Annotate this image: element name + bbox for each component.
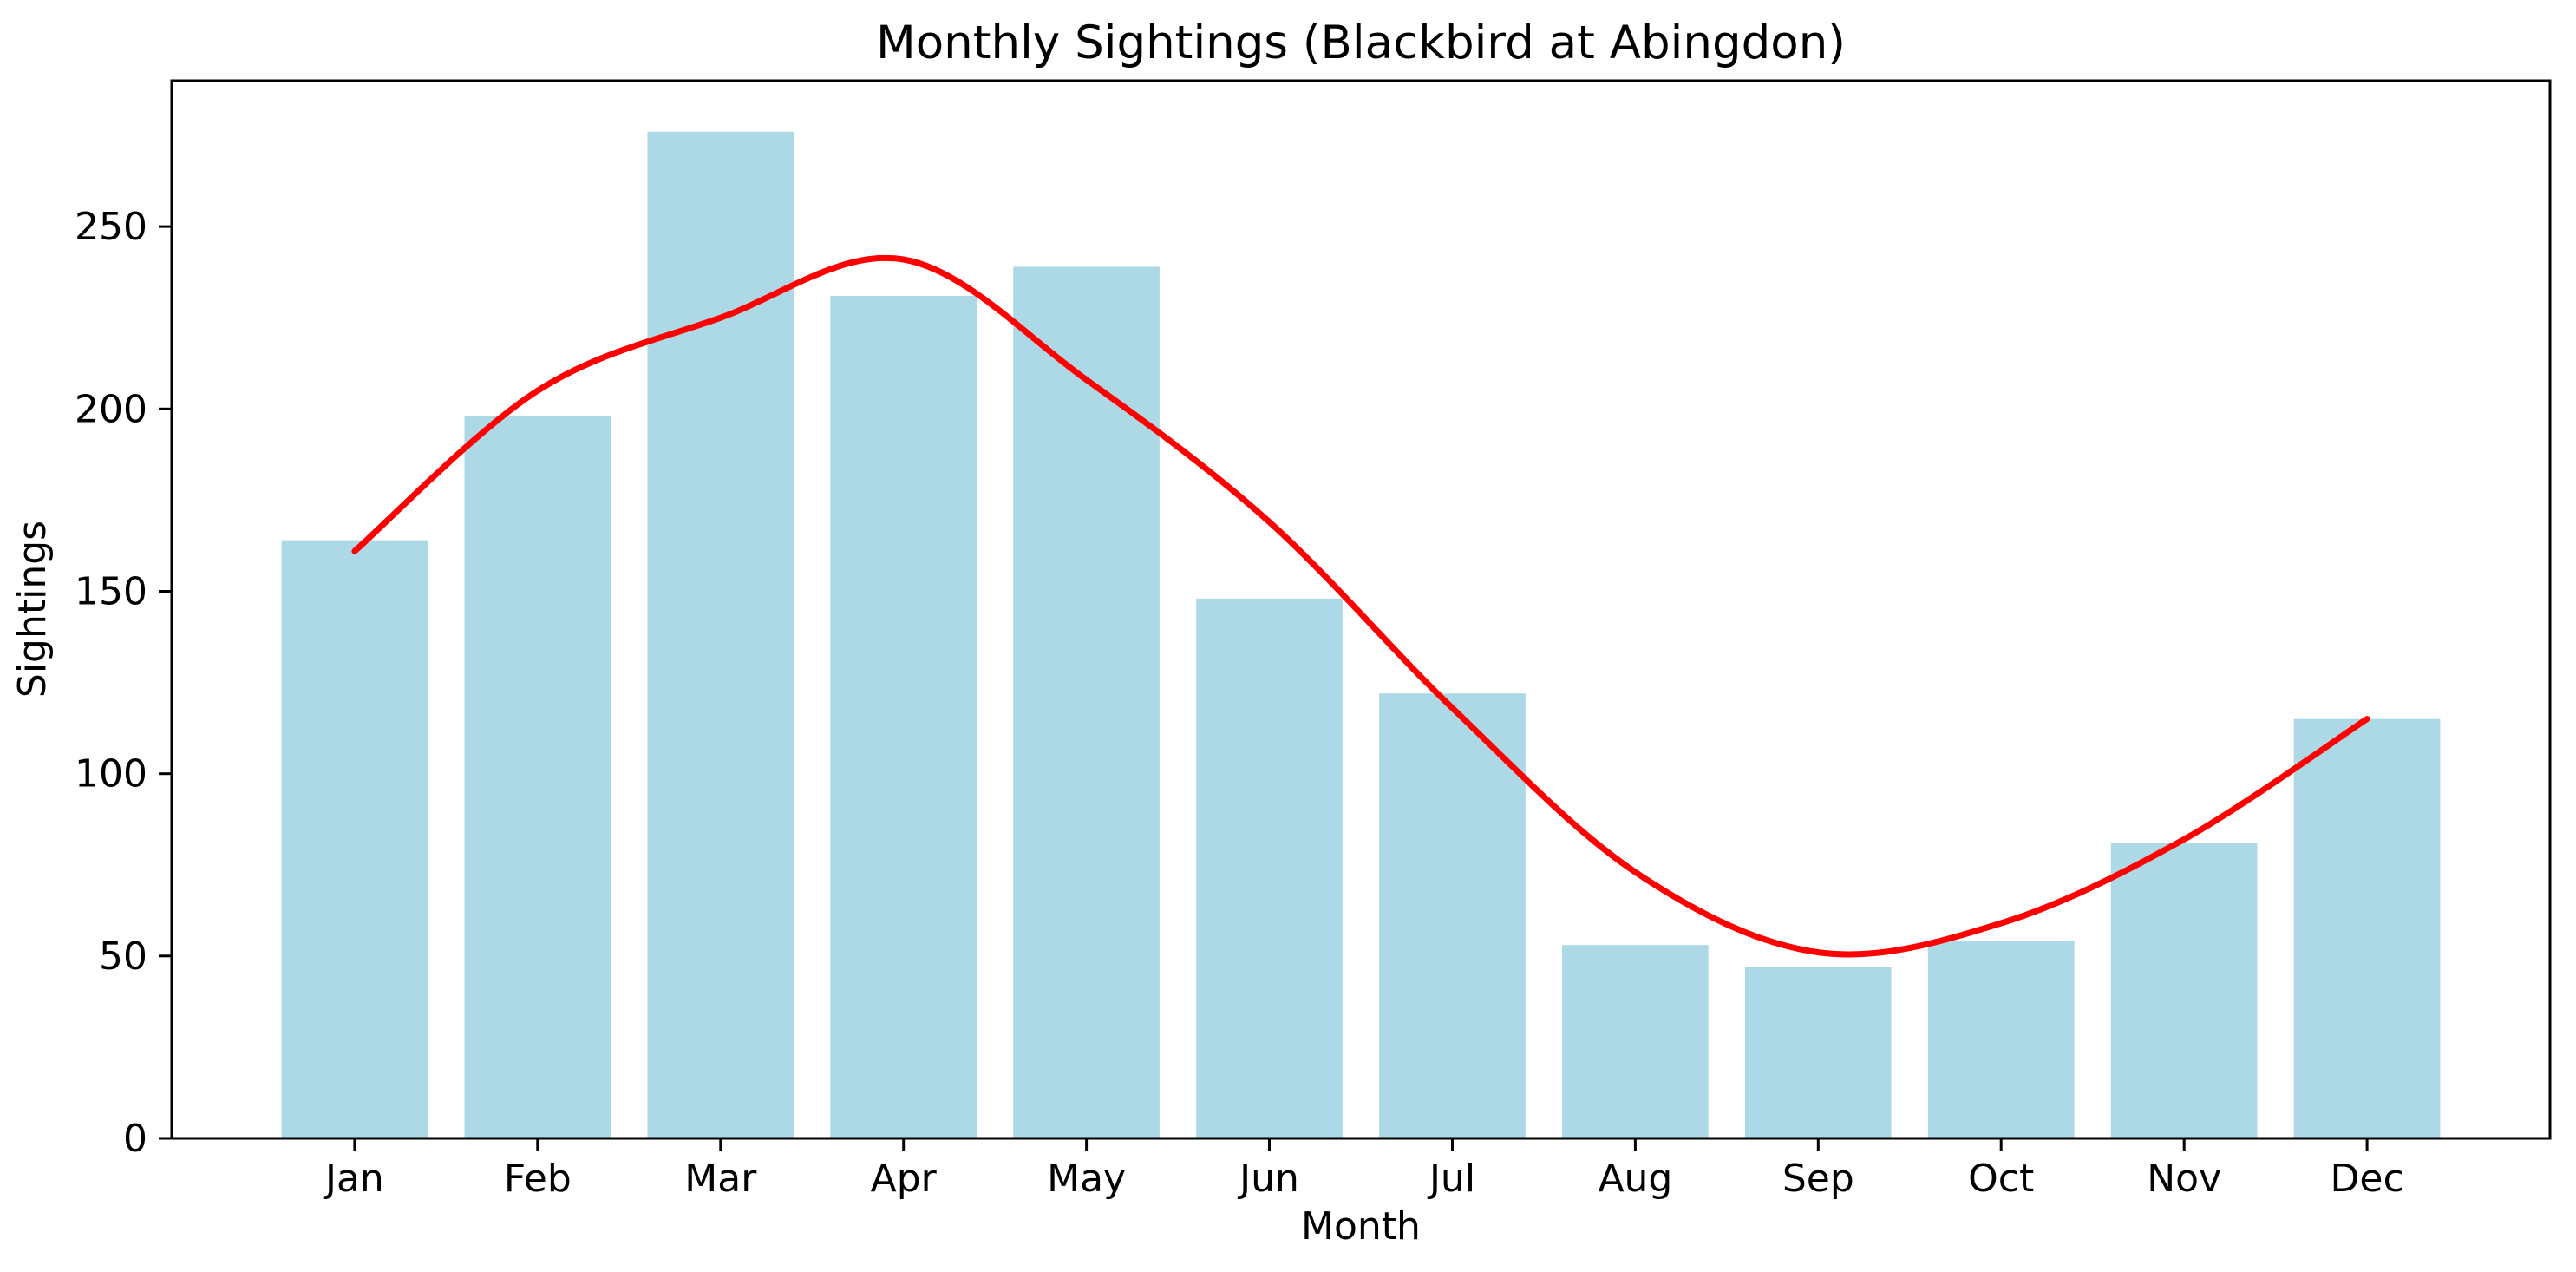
bar-dec bbox=[2293, 718, 2441, 1138]
x-axis-label: Month bbox=[1301, 1204, 1421, 1249]
plot-frame bbox=[170, 79, 2552, 1140]
bar-jun bbox=[1196, 598, 1343, 1138]
y-tick-label-50: 50 bbox=[99, 934, 147, 979]
x-axis-ticks: Jan Feb Mar Apr May Jun Jul Aug Sep Oct Nov Dec bbox=[323, 1138, 2404, 1201]
bar-mar bbox=[647, 131, 794, 1138]
x-tick-label-jun: Jun bbox=[1237, 1157, 1299, 1201]
bar-apr bbox=[830, 296, 977, 1138]
x-tick-label-may: May bbox=[1047, 1157, 1126, 1201]
x-tick-label-oct: Oct bbox=[1968, 1157, 2034, 1201]
bar-aug bbox=[1562, 945, 1709, 1138]
bar-feb bbox=[464, 416, 611, 1138]
bar-jan bbox=[281, 540, 428, 1138]
x-tick-label-feb: Feb bbox=[504, 1157, 572, 1201]
bar-sep bbox=[1744, 967, 1892, 1138]
chart-title: Monthly Sightings (Blackbird at Abingdon… bbox=[876, 16, 1846, 69]
y-axis-label: Sightings bbox=[10, 521, 55, 698]
x-tick-label-dec: Dec bbox=[2331, 1157, 2404, 1201]
x-tick-label-aug: Aug bbox=[1598, 1157, 1672, 1201]
y-tick-label-200: 200 bbox=[75, 387, 147, 431]
y-tick-label-100: 100 bbox=[75, 752, 147, 797]
x-tick-label-jul: Jul bbox=[1427, 1157, 1475, 1201]
bar-may bbox=[1013, 266, 1160, 1138]
bars-group bbox=[281, 131, 2441, 1138]
y-tick-label-150: 150 bbox=[75, 570, 147, 614]
y-axis-ticks: 0 50 100 150 200 250 bbox=[75, 205, 172, 1161]
x-tick-label-nov: Nov bbox=[2147, 1157, 2221, 1201]
x-tick-label-jan: Jan bbox=[323, 1157, 384, 1201]
trend-line bbox=[351, 254, 2370, 958]
y-tick-label-0: 0 bbox=[123, 1117, 147, 1161]
x-tick-label-apr: Apr bbox=[871, 1157, 938, 1201]
bar-jul bbox=[1379, 693, 1526, 1138]
bar-nov bbox=[2110, 843, 2258, 1138]
x-tick-label-mar: Mar bbox=[684, 1157, 757, 1201]
bar-oct bbox=[1927, 941, 2075, 1138]
x-tick-label-sep: Sep bbox=[1782, 1157, 1854, 1201]
y-tick-label-250: 250 bbox=[75, 205, 147, 249]
